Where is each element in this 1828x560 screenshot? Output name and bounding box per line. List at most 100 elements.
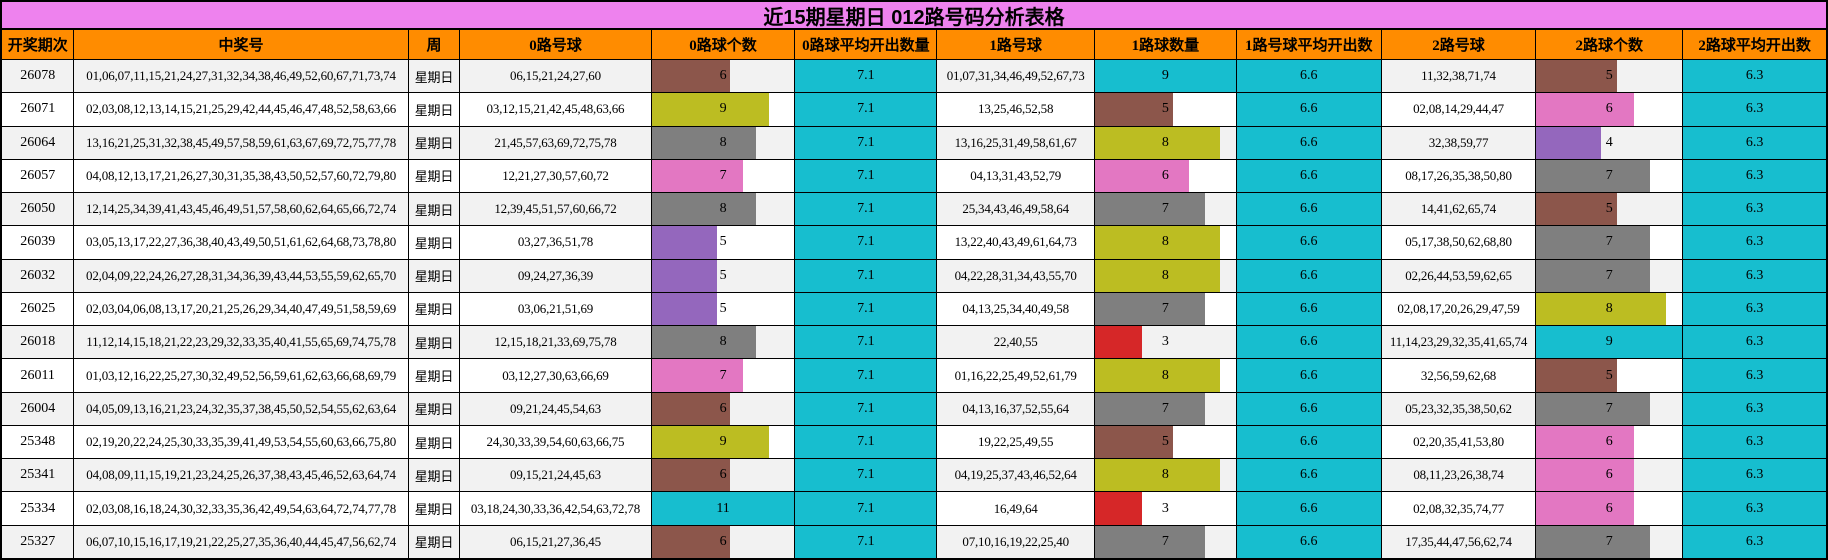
road1-balls-value: 07,10,16,19,22,25,40 <box>962 533 1069 549</box>
period-value: 26071 <box>20 101 56 117</box>
road1-balls-value: 16,49,64 <box>993 500 1038 516</box>
road2-balls-value: 32,56,59,62,68 <box>1420 367 1497 383</box>
table-row: 26039 03,05,13,17,22,27,36,38,40,43,49,5… <box>2 226 1826 260</box>
table-row: 26078 01,06,07,11,15,21,24,27,31,32,34,3… <box>2 60 1826 94</box>
road2-count-bar <box>1536 326 1683 359</box>
weekday-cell: 星期日 <box>409 392 461 425</box>
weekday-value: 星期日 <box>414 369 454 385</box>
road1-balls-value: 04,13,16,37,52,55,64 <box>962 400 1069 416</box>
table-row: 26050 12,14,25,34,39,41,43,45,46,49,51,5… <box>2 193 1826 227</box>
road0-avg-cell: 7.1 <box>795 259 938 292</box>
winning-numbers-cell: 06,07,10,15,16,17,19,21,22,25,27,35,36,4… <box>74 525 409 558</box>
road1-balls-cell: 13,16,25,31,49,58,61,67 <box>937 126 1095 159</box>
weekday-value: 星期日 <box>414 69 454 85</box>
road2-balls-value: 02,26,44,53,59,62,65 <box>1405 267 1512 283</box>
weekday-value: 星期日 <box>414 335 454 351</box>
road1-avg-cell: 6.6 <box>1236 392 1382 425</box>
road0-avg-value: 7.1 <box>857 334 875 350</box>
road1-count-bar <box>1095 193 1205 226</box>
road2-count-bar <box>1536 425 1634 459</box>
period-cell: 26004 <box>2 392 75 425</box>
header-road0-average: 0路球平均开出数量 <box>795 30 938 59</box>
road0-avg-value: 7.1 <box>857 500 875 516</box>
road0-avg-cell: 7.1 <box>795 525 938 558</box>
header-road1-balls: 1路号球 <box>937 30 1095 59</box>
winning-numbers-value: 04,05,09,13,16,21,23,24,32,35,37,38,45,5… <box>86 400 396 416</box>
road2-count-cell: 6 <box>1536 425 1684 459</box>
winning-numbers-value: 02,04,09,22,24,26,27,28,31,34,36,39,43,4… <box>86 267 396 283</box>
road1-avg-value: 6.6 <box>1299 533 1318 549</box>
road1-balls-value: 13,22,40,43,49,61,64,73 <box>954 234 1077 250</box>
road0-avg-cell: 7.1 <box>795 492 938 525</box>
road1-balls-cell: 16,49,64 <box>937 492 1095 525</box>
weekday-cell: 星期日 <box>409 525 461 558</box>
period-value: 26011 <box>20 367 55 383</box>
weekday-cell: 星期日 <box>409 226 461 259</box>
weekday-cell: 星期日 <box>409 425 461 459</box>
road0-avg-value: 7.1 <box>857 167 875 183</box>
period-value: 26078 <box>20 68 56 84</box>
weekday-value: 星期日 <box>414 169 454 185</box>
period-cell: 25334 <box>2 492 75 525</box>
road2-avg-cell: 6.3 <box>1683 93 1826 126</box>
road2-count-value: 6 <box>1605 500 1613 516</box>
road0-count-cell: 6 <box>651 392 796 425</box>
weekday-value: 星期日 <box>414 302 454 318</box>
road1-balls-value: 19,22,25,49,55 <box>978 434 1054 450</box>
period-value: 25334 <box>20 500 56 516</box>
road2-count-value: 9 <box>1605 334 1613 350</box>
winning-numbers-cell: 02,03,08,16,18,24,30,32,33,35,36,42,49,5… <box>74 492 409 525</box>
road0-count-value: 7 <box>719 367 727 383</box>
road2-count-cell: 6 <box>1536 459 1684 492</box>
road0-avg-cell: 7.1 <box>795 292 938 326</box>
road0-count-bar <box>651 525 730 558</box>
road0-avg-value: 7.1 <box>857 134 875 150</box>
road2-count-bar <box>1536 459 1634 492</box>
road1-count-value: 3 <box>1161 334 1169 350</box>
road0-balls-value: 03,27,36,51,78 <box>517 234 594 250</box>
road2-count-bar <box>1536 292 1666 326</box>
road1-avg-cell: 6.6 <box>1236 359 1382 392</box>
road0-count-bar <box>651 159 743 193</box>
road2-count-bar <box>1536 492 1634 525</box>
period-value: 26025 <box>20 300 56 316</box>
winning-numbers-value: 04,08,12,13,17,21,26,27,30,31,35,38,43,5… <box>86 167 396 183</box>
road2-count-bar <box>1536 60 1618 93</box>
road1-count-cell: 3 <box>1095 326 1237 359</box>
road1-count-value: 7 <box>1161 400 1169 416</box>
road1-avg-cell: 6.6 <box>1236 459 1382 492</box>
road0-avg-cell: 7.1 <box>795 392 938 425</box>
road1-avg-value: 6.6 <box>1299 500 1318 516</box>
winning-numbers-cell: 02,03,04,06,08,13,17,20,21,25,26,29,34,4… <box>74 292 409 326</box>
road1-count-cell: 8 <box>1095 126 1237 159</box>
weekday-cell: 星期日 <box>409 292 461 326</box>
header-road1-average: 1路号球平均开出数 <box>1236 30 1382 59</box>
road2-balls-value: 08,17,26,35,38,50,80 <box>1405 167 1512 183</box>
road0-avg-value: 7.1 <box>857 434 875 450</box>
road0-balls-value: 09,21,24,45,54,63 <box>510 400 601 416</box>
road2-count-cell: 4 <box>1536 126 1684 159</box>
road2-count-value: 8 <box>1605 300 1613 316</box>
road1-balls-cell: 19,22,25,49,55 <box>937 425 1095 459</box>
table-row: 25334 02,03,08,16,18,24,30,32,33,35,36,4… <box>2 492 1826 526</box>
header-period: 开奖期次 <box>2 30 75 59</box>
road0-count-value: 5 <box>719 300 727 316</box>
road0-balls-value: 09,24,27,36,39 <box>517 267 594 283</box>
road1-avg-cell: 6.6 <box>1236 492 1382 525</box>
road2-avg-value: 6.3 <box>1745 267 1764 283</box>
road0-avg-value: 7.1 <box>857 300 875 316</box>
road1-avg-value: 6.6 <box>1299 400 1318 416</box>
table-row: 26064 13,16,21,25,31,32,38,45,49,57,58,5… <box>2 126 1826 160</box>
road0-balls-cell: 12,21,27,30,57,60,72 <box>460 159 652 193</box>
road2-count-value: 7 <box>1605 267 1613 283</box>
road2-avg-value: 6.3 <box>1745 68 1764 84</box>
road0-count-cell: 7 <box>651 159 796 193</box>
road2-count-value: 7 <box>1605 533 1613 549</box>
road2-count-cell: 6 <box>1536 93 1684 126</box>
road1-balls-value: 13,25,46,52,58 <box>978 101 1054 117</box>
road0-balls-cell: 03,12,15,21,42,45,48,63,66 <box>460 93 652 126</box>
road1-avg-cell: 6.6 <box>1236 226 1382 259</box>
road0-balls-value: 06,15,21,24,27,60 <box>510 68 601 84</box>
winning-numbers-value: 12,14,25,34,39,41,43,45,46,49,51,57,58,6… <box>86 201 396 217</box>
road0-count-cell: 8 <box>651 126 796 159</box>
